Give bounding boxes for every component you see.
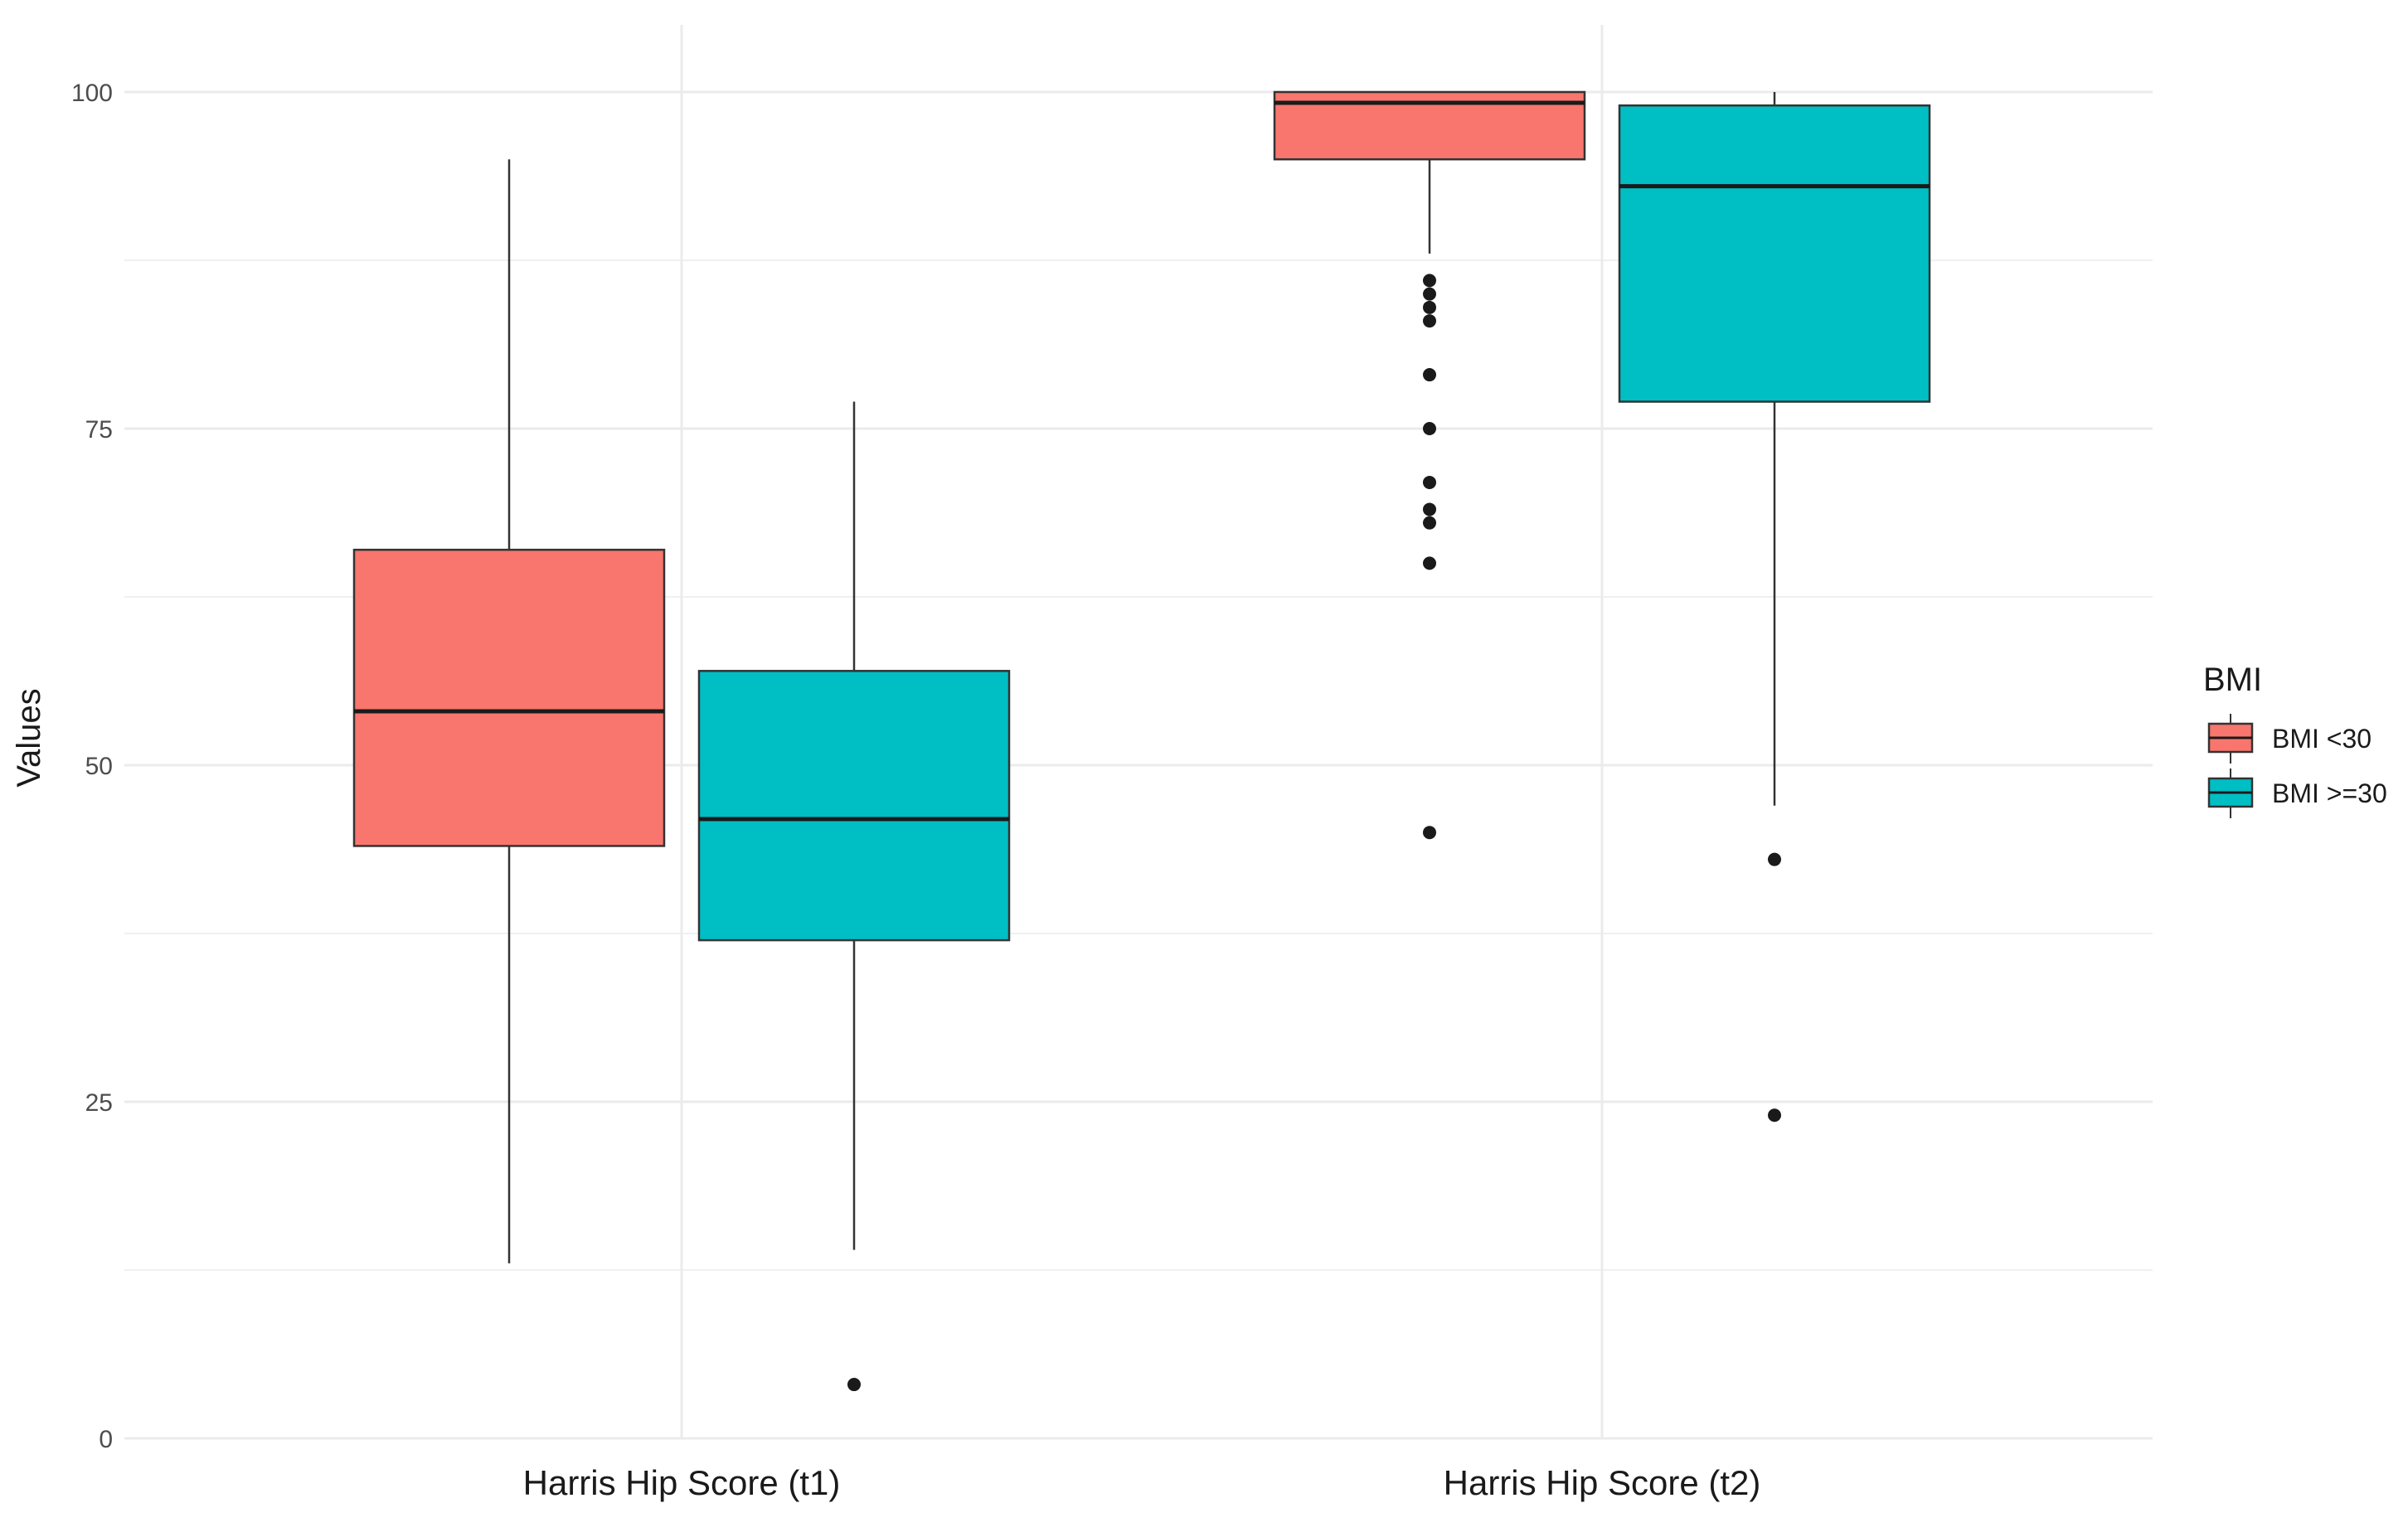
outlier-point [1423,475,1436,489]
outlier-point [1423,287,1436,301]
legend-label: BMI <30 [2272,724,2372,754]
boxplot-bmi-under-30-1 [352,159,666,1263]
boxplot-bmi-30-plus-1 [697,401,1011,1392]
outlier-point [1423,516,1436,530]
boxplot-bmi-under-30-2 [1273,90,1586,840]
y-tick-label: 100 [71,80,113,107]
legend-label: BMI >=30 [2272,778,2387,808]
outlier-point [1423,826,1436,840]
outlier-point [1423,556,1436,570]
legend: BMI BMI <30 BMI >=30 [2203,662,2387,818]
outlier-point [1423,314,1436,328]
outlier-point [1768,852,1781,866]
outlier-point [1423,274,1436,288]
outlier-point [1423,422,1436,435]
legend-items: BMI <30 BMI >=30 [2207,714,2387,818]
x-axis-tick-labels: Harris Hip Score (t1) Harris Hip Score (t… [523,1463,1761,1502]
y-tick-label: 75 [85,416,113,444]
box [352,548,666,847]
y-axis-tick-labels: 0 25 50 75 100 [71,80,113,1453]
outlier-point [847,1378,861,1392]
y-tick-label: 50 [85,753,113,780]
box [697,670,1011,942]
legend-item: BMI <30 [2207,714,2372,764]
y-axis-title: Values [11,688,47,787]
legend-title: BMI [2203,662,2262,698]
outlier-point [1423,300,1436,314]
boxplot-bmi-30-plus-2 [1618,92,1931,1122]
legend-item: BMI >=30 [2207,768,2387,818]
y-tick-label: 0 [99,1426,113,1453]
outlier-point [1423,368,1436,382]
x-tick-label: Harris Hip Score (t2) [1444,1463,1761,1502]
outlier-point [1768,1108,1781,1122]
x-tick-label: Harris Hip Score (t1) [523,1463,841,1502]
plot-area [352,90,1931,1392]
outlier-point [1423,502,1436,516]
box [1618,104,1931,403]
y-tick-label: 25 [85,1089,113,1117]
